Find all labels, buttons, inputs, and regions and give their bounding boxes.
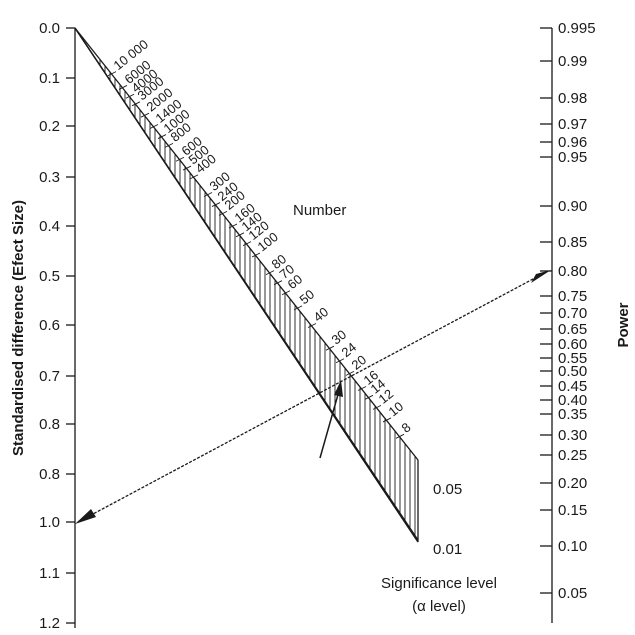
- left-axis-tick-label: 0.3: [39, 169, 60, 186]
- right-axis-tick-label: 0.30: [558, 427, 587, 444]
- example-line: [75, 270, 551, 524]
- left-axis-tick-label: 0.4: [39, 218, 60, 235]
- pointer-arrow: [319, 380, 343, 459]
- number-tick: [125, 93, 135, 99]
- band-edge-001: [74, 27, 419, 543]
- right-axis-tick-label: 0.10: [558, 538, 587, 555]
- left-axis-tick-label: 0.2: [39, 118, 60, 135]
- number-tick: [372, 404, 382, 410]
- right-axis-tick-label: 0.50: [558, 363, 587, 380]
- right-axis-tick-label: 0.98: [558, 90, 587, 107]
- left-axis-tick-label: 0.6: [39, 317, 60, 334]
- example-dashed-line: [77, 270, 549, 523]
- number-tick: [307, 323, 317, 328]
- arrowhead-left: [75, 509, 96, 524]
- number-label: 50: [297, 286, 318, 307]
- number-tick: [175, 156, 185, 162]
- number-tick: [211, 202, 221, 207]
- number-scale-title: Number: [293, 202, 346, 219]
- left-axis-tick-label: 0.8: [39, 466, 60, 483]
- number-tick: [281, 290, 291, 296]
- right-axis-tick-label: 0.15: [558, 502, 587, 519]
- left-axis: 0.0 0.1 0.2 0.3 0.4 0.5 0.6 0.7 0.8 0.8 1.0 1.1 1.2: [39, 20, 76, 632]
- right-axis-tick-label: 0.25: [558, 447, 587, 464]
- right-axis-tick-label: 0.85: [558, 234, 587, 251]
- pointer-shaft: [319, 390, 340, 459]
- right-axis-tick-label: 0.05: [558, 585, 587, 602]
- left-axis-tick-label: 0.0: [39, 20, 60, 37]
- right-axis-tick-label: 0.65: [558, 321, 587, 338]
- right-axis-tick-label: 0.99: [558, 53, 587, 70]
- number-tick: [107, 71, 117, 77]
- number-scale: 10 0006000400030002000140010008006005004…: [107, 36, 414, 439]
- pointer-arrowhead: [334, 380, 343, 397]
- right-axis-tick-label: 0.96: [558, 134, 587, 151]
- number-tick: [235, 232, 245, 238]
- right-axis-tick-label: 0.55: [558, 350, 587, 367]
- number-tick: [382, 417, 392, 423]
- number-tick: [265, 270, 275, 276]
- right-axis-tick-label: 0.20: [558, 475, 587, 492]
- left-axis-tick-label: 1.2: [39, 615, 60, 632]
- number-tick: [357, 386, 367, 391]
- left-axis-tick-label: 0.8: [39, 416, 60, 433]
- right-axis-tick-label: 0.60: [558, 336, 587, 353]
- number-tick: [131, 101, 141, 107]
- number-tick: [182, 165, 192, 171]
- right-axis-tick-label: 0.90: [558, 198, 587, 215]
- right-axis-tick-label: 0.75: [558, 288, 587, 305]
- right-axis-tick-label: 0.80: [558, 263, 587, 280]
- number-tick: [273, 280, 283, 286]
- number-tick: [345, 370, 355, 376]
- left-axis-tick-label: 0.7: [39, 368, 60, 385]
- number-label: 40: [311, 304, 332, 325]
- right-axis-tick-label: 0.995: [558, 20, 596, 37]
- number-tick: [293, 305, 303, 311]
- number-tick: [118, 85, 128, 90]
- left-axis-tick-label: 1.1: [39, 565, 60, 582]
- number-tick: [335, 358, 345, 364]
- number-tick: [395, 433, 405, 439]
- left-axis-tick-label: 1.0: [39, 514, 60, 531]
- number-tick: [189, 174, 199, 180]
- left-axis-title: Standardised difference (Efect Size): [10, 200, 27, 456]
- significance-level-005: 0.05: [433, 481, 462, 498]
- right-axis-tick-label: 0.45: [558, 378, 587, 395]
- right-axis-tick-label: 0.35: [558, 406, 587, 423]
- right-axis-tick-label: 0.40: [558, 392, 587, 409]
- number-tick: [251, 252, 261, 258]
- significance-band: [74, 27, 419, 543]
- number-tick: [157, 134, 167, 139]
- arrowhead-right: [531, 270, 551, 283]
- number-tick: [242, 241, 252, 247]
- right-axis-tick-label: 0.70: [558, 305, 587, 322]
- significance-level-001: 0.01: [433, 541, 462, 558]
- left-axis-tick-label: 0.5: [39, 268, 60, 285]
- number-tick: [364, 394, 374, 400]
- right-axis-title: Power: [615, 302, 632, 347]
- significance-subtitle: (α level): [412, 598, 466, 615]
- left-axis-tick-label: 0.1: [39, 70, 60, 87]
- number-tick: [149, 124, 159, 129]
- number-tick: [203, 192, 213, 197]
- number-tick: [228, 223, 238, 229]
- right-axis-tick-label: 0.97: [558, 116, 587, 133]
- significance-title: Significance level: [381, 575, 497, 592]
- number-label: 8: [399, 419, 414, 435]
- right-axis-tick-label: 0.95: [558, 149, 587, 166]
- right-axis: 0.995 0.99 0.98 0.970.960.95 0.90 0.85 0.80 0.7…: [540, 20, 596, 623]
- number-tick: [140, 112, 150, 118]
- number-tick: [218, 210, 228, 216]
- number-tick: [164, 142, 174, 148]
- number-tick: [325, 345, 335, 351]
